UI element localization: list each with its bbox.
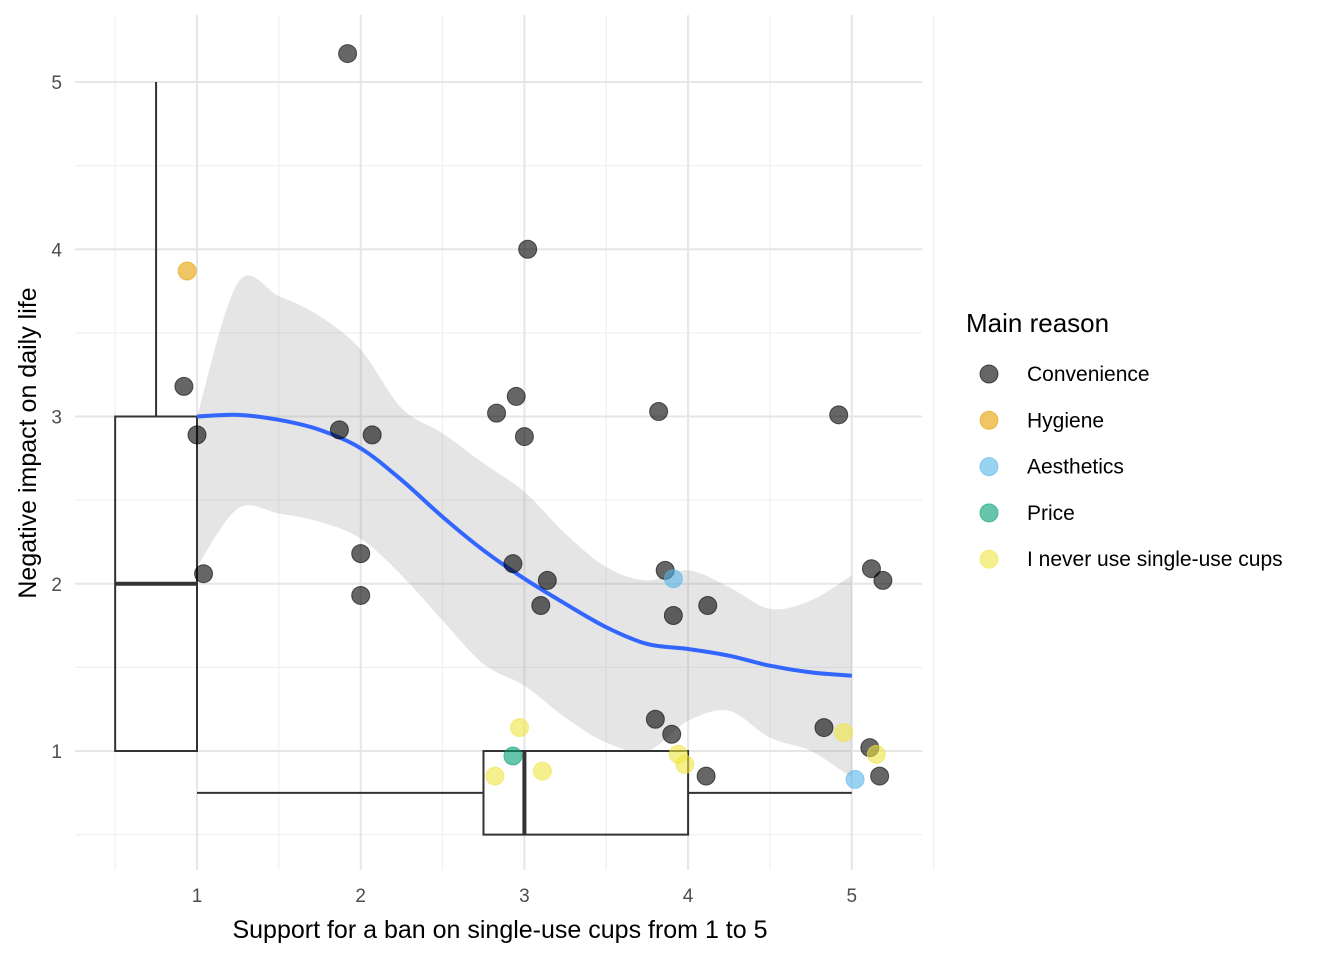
- y-tick-label: 3: [51, 408, 62, 429]
- data-point: [649, 401, 669, 421]
- data-point: [531, 595, 551, 615]
- legend: Main reason Convenience Hygiene Aesthetics…: [966, 308, 1283, 571]
- data-point: [845, 769, 865, 789]
- confidence-ribbon: [197, 275, 852, 778]
- data-point: [503, 554, 523, 574]
- data-point: [696, 766, 716, 786]
- data-point: [338, 44, 358, 64]
- legend-label: Hygiene: [1027, 409, 1104, 432]
- y-tick-label: 2: [51, 575, 62, 596]
- y-tick-label: 4: [51, 240, 62, 261]
- minor-grid: [75, 15, 935, 870]
- y-axis-title: Negative impact on daily life: [14, 287, 42, 598]
- legend-title: Main reason: [966, 308, 1109, 338]
- data-point: [814, 718, 834, 738]
- legend-key: [979, 503, 999, 523]
- data-point: [663, 569, 683, 589]
- x-tick-label: 4: [683, 886, 694, 907]
- data-point: [870, 766, 890, 786]
- y-tick-label: 5: [51, 73, 62, 94]
- legend-key: [979, 364, 999, 384]
- data-point: [698, 595, 718, 615]
- data-point: [177, 261, 197, 281]
- legend-key: [979, 457, 999, 477]
- data-point: [485, 766, 505, 786]
- y-axis-tick-labels: 1 2 3 4 5: [51, 73, 62, 763]
- data-point: [187, 425, 207, 445]
- data-point: [834, 723, 854, 743]
- data-point: [537, 570, 557, 590]
- data-point: [866, 744, 886, 764]
- data-point: [645, 709, 665, 729]
- data-point: [675, 754, 695, 774]
- data-point: [518, 239, 538, 259]
- legend-key: [979, 549, 999, 569]
- x-axis-title: Support for a ban on single-use cups fro…: [232, 916, 767, 944]
- legend-label: I never use single-use cups: [1027, 548, 1283, 571]
- data-points: [174, 44, 893, 789]
- data-point: [351, 585, 371, 605]
- data-point: [506, 386, 526, 406]
- x-tick-label: 3: [519, 886, 530, 907]
- data-point: [662, 724, 682, 744]
- data-point: [663, 606, 683, 626]
- data-point: [873, 570, 893, 590]
- x-tick-label: 2: [355, 886, 366, 907]
- data-point: [514, 427, 534, 447]
- boxplots: [114, 82, 852, 836]
- legend-label: Price: [1027, 502, 1075, 525]
- x-axis-tick-labels: 1 2 3 4 5: [192, 886, 857, 907]
- data-point: [194, 564, 214, 584]
- legend-label: Aesthetics: [1027, 456, 1124, 479]
- data-point: [174, 376, 194, 396]
- data-point: [829, 405, 849, 425]
- legend-key: [979, 410, 999, 430]
- smooth-trend-line: [196, 412, 852, 678]
- data-point: [861, 559, 881, 579]
- x-tick-label: 1: [192, 886, 203, 907]
- boxplot-x-box: [482, 750, 690, 836]
- legend-label: Convenience: [1027, 363, 1150, 386]
- data-point: [362, 425, 382, 445]
- data-point: [487, 403, 507, 423]
- y-tick-label: 1: [51, 742, 62, 763]
- data-point: [503, 746, 523, 766]
- data-point: [509, 718, 529, 738]
- x-tick-label: 5: [847, 886, 858, 907]
- data-point: [532, 761, 552, 781]
- data-point: [329, 420, 349, 440]
- data-point: [351, 544, 371, 564]
- legend-items: Convenience Hygiene Aesthetics Price I never…: [979, 363, 1283, 571]
